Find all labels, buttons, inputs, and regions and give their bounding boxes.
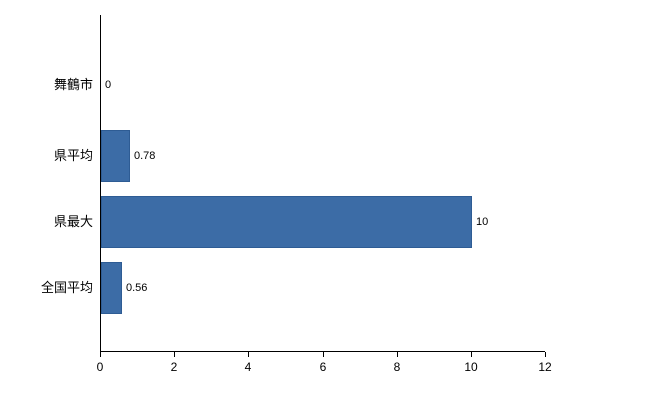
x-tick-label: 12 [538,360,552,374]
x-tick-label: 8 [393,360,401,374]
x-tick-mark [100,352,101,357]
category-label: 県平均 [53,148,93,163]
value-label: 0.78 [134,150,156,162]
x-tick-label: 2 [170,360,178,374]
bar [101,130,130,182]
x-tick-mark [174,352,175,357]
x-tick-label: 4 [244,360,252,374]
x-tick-label: 0 [96,360,104,374]
plot-area [100,15,545,352]
x-tick-mark [471,352,472,357]
x-tick-mark [397,352,398,357]
category-label: 県最大 [53,214,93,229]
x-tick-mark [545,352,546,357]
value-label: 10 [476,216,489,228]
value-label: 0.56 [126,282,148,294]
x-tick-mark [323,352,324,357]
category-label: 全国平均 [40,280,93,295]
x-tick-label: 10 [464,360,478,374]
x-tick-mark [248,352,249,357]
x-tick-label: 6 [319,360,327,374]
bar [101,262,122,314]
bar [101,196,472,248]
value-label: 0 [105,79,112,91]
category-label: 舞鶴市 [53,77,93,92]
